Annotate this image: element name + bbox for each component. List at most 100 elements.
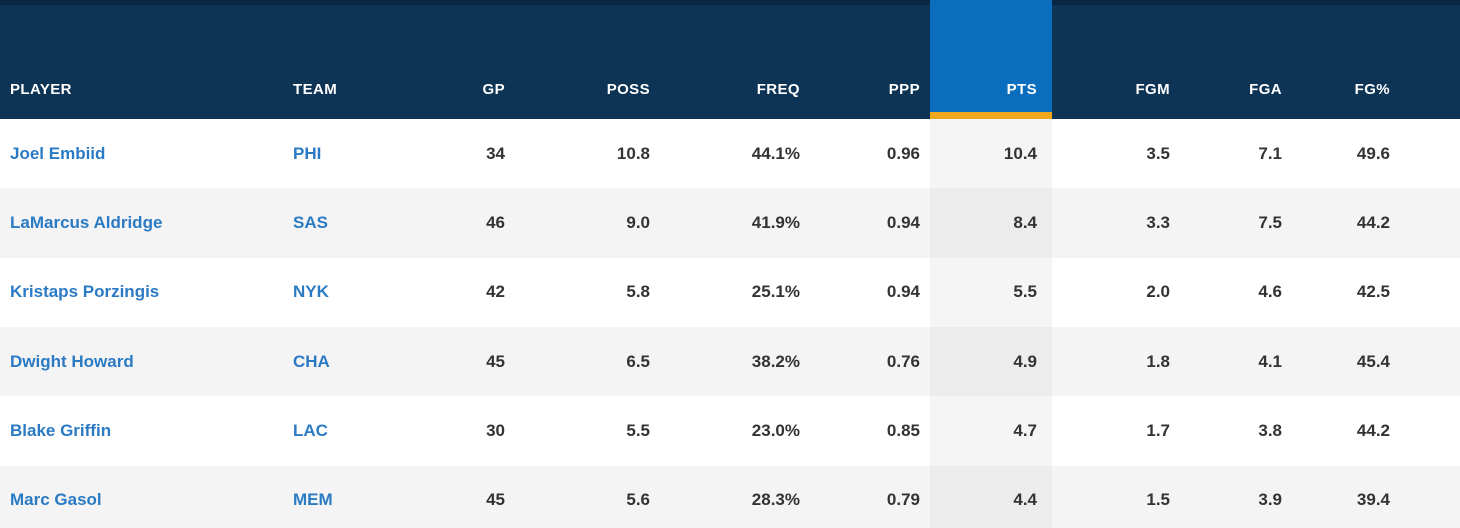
ppp-cell: 0.94 (810, 188, 930, 258)
player-cell: LaMarcus Aldridge (0, 188, 283, 258)
column-header-gp[interactable]: GP (420, 0, 515, 119)
freq-cell: 23.0% (660, 396, 810, 466)
team-cell: LAC (283, 396, 420, 466)
column-header-team[interactable]: TEAM (283, 0, 420, 119)
team-cell: NYK (283, 257, 420, 327)
table-row: Kristaps Porzingis NYK 42 5.8 25.1% 0.94… (0, 257, 1460, 327)
column-header-freq[interactable]: FREQ (660, 0, 810, 119)
ppp-cell: 0.94 (810, 257, 930, 327)
fgpct-cell: 49.6 (1292, 115, 1400, 189)
table-row: LaMarcus Aldridge SAS 46 9.0 41.9% 0.94 … (0, 188, 1460, 258)
filler-cell (1400, 115, 1460, 189)
freq-cell: 28.3% (660, 465, 810, 528)
player-cell: Marc Gasol (0, 465, 283, 528)
filler-cell (1400, 257, 1460, 327)
pts-cell-sorted: 4.4 (930, 465, 1052, 528)
column-header-poss[interactable]: POSS (515, 0, 660, 119)
fga-cell: 7.5 (1180, 188, 1292, 258)
poss-cell: 5.5 (515, 396, 660, 466)
filler-cell (1400, 465, 1460, 528)
team-cell: SAS (283, 188, 420, 258)
column-header-ppp[interactable]: PPP (810, 0, 930, 119)
table-body: Joel Embiid PHI 34 10.8 44.1% 0.96 10.4 … (0, 115, 1460, 528)
player-cell: Kristaps Porzingis (0, 257, 283, 327)
poss-cell: 5.8 (515, 257, 660, 327)
team-link[interactable]: NYK (293, 282, 329, 302)
header-row: PLAYER TEAM GP POSS FREQ PPP PTS FGM FGA… (0, 0, 1460, 119)
pts-cell-sorted: 8.4 (930, 188, 1052, 258)
filler-cell (1400, 396, 1460, 466)
fga-cell: 7.1 (1180, 115, 1292, 189)
gp-cell: 45 (420, 326, 515, 397)
column-header-fga[interactable]: FGA (1180, 0, 1292, 119)
team-cell: MEM (283, 465, 420, 528)
gp-cell: 30 (420, 396, 515, 466)
ppp-cell: 0.79 (810, 465, 930, 528)
fgm-cell: 1.5 (1052, 465, 1180, 528)
player-link[interactable]: Blake Griffin (10, 420, 112, 440)
player-cell: Joel Embiid (0, 115, 283, 189)
freq-cell: 38.2% (660, 326, 810, 397)
column-header-filler (1400, 0, 1460, 119)
ppp-cell: 0.85 (810, 396, 930, 466)
fgpct-cell: 45.4 (1292, 326, 1400, 397)
player-link[interactable]: Dwight Howard (10, 351, 134, 371)
fgpct-cell: 39.4 (1292, 465, 1400, 528)
player-link[interactable]: LaMarcus Aldridge (10, 212, 163, 232)
fga-cell: 3.9 (1180, 465, 1292, 528)
player-cell: Blake Griffin (0, 396, 283, 466)
fgm-cell: 1.7 (1052, 396, 1180, 466)
team-cell: CHA (283, 326, 420, 397)
gp-cell: 42 (420, 257, 515, 327)
filler-cell (1400, 188, 1460, 258)
filler-cell (1400, 326, 1460, 397)
team-link[interactable]: PHI (293, 143, 322, 163)
table-header: PLAYER TEAM GP POSS FREQ PPP PTS FGM FGA… (0, 0, 1460, 119)
column-header-player[interactable]: PLAYER (0, 0, 283, 119)
fgm-cell: 3.5 (1052, 115, 1180, 189)
pts-cell-sorted: 10.4 (930, 115, 1052, 189)
poss-cell: 6.5 (515, 326, 660, 397)
fga-cell: 3.8 (1180, 396, 1292, 466)
fga-cell: 4.1 (1180, 326, 1292, 397)
gp-cell: 46 (420, 188, 515, 258)
fgm-cell: 2.0 (1052, 257, 1180, 327)
column-header-pts-sorted[interactable]: PTS (930, 0, 1052, 119)
table-row: Dwight Howard CHA 45 6.5 38.2% 0.76 4.9 … (0, 326, 1460, 397)
fgpct-cell: 44.2 (1292, 188, 1400, 258)
gp-cell: 34 (420, 115, 515, 189)
player-link[interactable]: Marc Gasol (10, 490, 102, 510)
team-cell: PHI (283, 115, 420, 189)
team-link[interactable]: SAS (293, 212, 328, 232)
player-cell: Dwight Howard (0, 326, 283, 397)
fga-cell: 4.6 (1180, 257, 1292, 327)
column-header-fgpct[interactable]: FG% (1292, 0, 1400, 119)
fgm-cell: 1.8 (1052, 326, 1180, 397)
team-link[interactable]: LAC (293, 420, 328, 440)
column-header-fgm[interactable]: FGM (1052, 0, 1180, 119)
fgm-cell: 3.3 (1052, 188, 1180, 258)
freq-cell: 25.1% (660, 257, 810, 327)
player-link[interactable]: Kristaps Porzingis (10, 282, 160, 302)
fgpct-cell: 44.2 (1292, 396, 1400, 466)
team-link[interactable]: MEM (293, 490, 333, 510)
freq-cell: 44.1% (660, 115, 810, 189)
gp-cell: 45 (420, 465, 515, 528)
ppp-cell: 0.96 (810, 115, 930, 189)
poss-cell: 10.8 (515, 115, 660, 189)
pts-cell-sorted: 4.9 (930, 326, 1052, 397)
table-row: Marc Gasol MEM 45 5.6 28.3% 0.79 4.4 1.5… (0, 465, 1460, 528)
freq-cell: 41.9% (660, 188, 810, 258)
pts-cell-sorted: 4.7 (930, 396, 1052, 466)
fgpct-cell: 42.5 (1292, 257, 1400, 327)
pts-cell-sorted: 5.5 (930, 257, 1052, 327)
poss-cell: 5.6 (515, 465, 660, 528)
team-link[interactable]: CHA (293, 351, 330, 371)
table-row: Blake Griffin LAC 30 5.5 23.0% 0.85 4.7 … (0, 396, 1460, 466)
table-row: Joel Embiid PHI 34 10.8 44.1% 0.96 10.4 … (0, 115, 1460, 189)
poss-cell: 9.0 (515, 188, 660, 258)
ppp-cell: 0.76 (810, 326, 930, 397)
player-link[interactable]: Joel Embiid (10, 143, 106, 163)
